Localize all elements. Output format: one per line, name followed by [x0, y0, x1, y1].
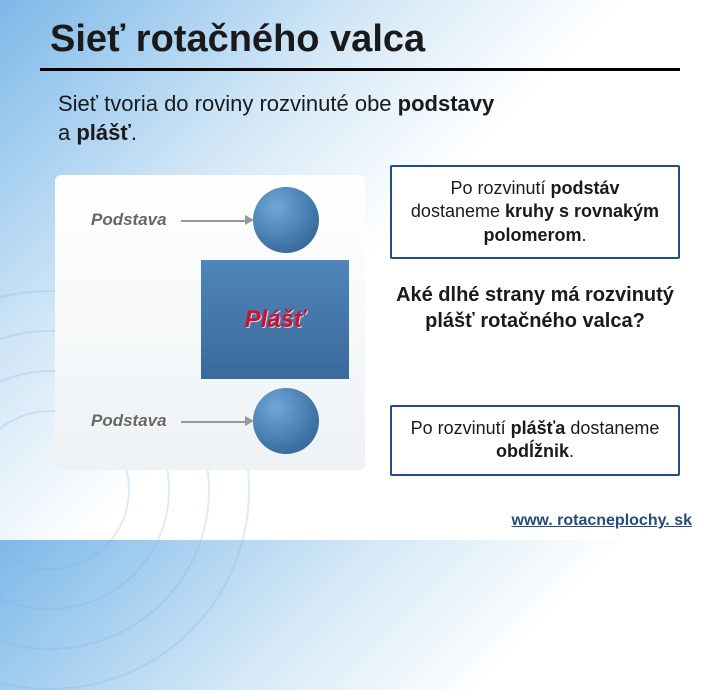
title-underline: [40, 68, 680, 71]
question-text: Aké dlhé strany má rozvinutý plášť rotač…: [390, 282, 680, 334]
circle-top-base: [253, 187, 319, 253]
circle-bottom-base: [253, 388, 319, 454]
rectangle-lateral-surface: Plášť: [201, 260, 349, 379]
label-plast: Plášť: [245, 306, 306, 334]
info-box-lateral: Po rozvinutí plášťa dostaneme obdĺžnik.: [390, 405, 680, 476]
footer-link[interactable]: www. rotacneplochy. sk: [512, 512, 693, 530]
cylinder-net-diagram: Podstava Plášť Podstava: [55, 175, 365, 470]
info-box-bases: Po rozvinutí podstáv dostaneme kruhy s r…: [390, 165, 680, 259]
page-title: Sieť rotačného valca: [50, 18, 425, 61]
subtitle-text: Sieť tvoria do roviny rozvinuté obe pods…: [58, 90, 494, 147]
arrow-line-top: [181, 220, 247, 222]
label-podstava-top: Podstava: [91, 210, 167, 230]
label-podstava-bottom: Podstava: [91, 411, 167, 431]
arrow-line-bottom: [181, 421, 247, 423]
